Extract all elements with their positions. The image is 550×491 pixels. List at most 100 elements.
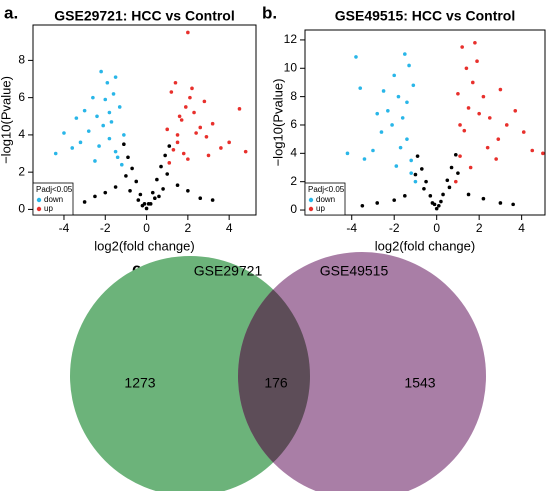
point (494, 157, 498, 161)
x-tick-label: 2 (185, 221, 192, 235)
point (475, 59, 479, 63)
point (126, 155, 130, 160)
overlap (238, 289, 310, 463)
y-tick-label: 4 (290, 146, 297, 160)
legend-title: Padj<0.05 (308, 185, 345, 194)
point (74, 116, 79, 120)
chart-title: GSE29721: HCC vs Control (54, 8, 235, 24)
point (464, 66, 469, 71)
point (441, 192, 445, 197)
point (458, 154, 462, 158)
point (466, 106, 471, 110)
point (487, 116, 492, 120)
point (113, 75, 118, 79)
y-tick-label: 6 (290, 117, 297, 131)
point (150, 190, 155, 195)
point (439, 199, 443, 204)
point (163, 153, 167, 158)
legend-title: Padj<0.05 (36, 185, 73, 194)
point (70, 146, 75, 150)
point (130, 166, 134, 171)
point (107, 110, 112, 115)
point (86, 129, 91, 133)
point (93, 194, 97, 199)
point (111, 92, 116, 96)
point (144, 206, 149, 211)
point (157, 194, 161, 199)
point (198, 125, 203, 130)
y-tick-label: 2 (18, 164, 25, 178)
point (485, 145, 490, 150)
point (53, 151, 58, 156)
point (119, 162, 124, 167)
point (498, 201, 503, 205)
y-tick-label: 8 (18, 53, 25, 67)
set-circle (70, 256, 310, 491)
point (97, 144, 101, 148)
point (409, 171, 413, 175)
legend-marker (308, 206, 314, 212)
y-tick-label: 2 (290, 174, 297, 188)
point (136, 198, 141, 202)
y-tick-label: 8 (290, 89, 297, 103)
point (171, 148, 176, 152)
point (375, 111, 380, 116)
point (117, 105, 122, 109)
point (155, 177, 159, 182)
point (447, 185, 452, 190)
point (477, 111, 481, 116)
point (445, 178, 450, 183)
point (198, 196, 203, 201)
point (167, 161, 172, 165)
point (105, 80, 110, 85)
point (449, 165, 454, 170)
point (413, 179, 418, 184)
x-tick-label: -2 (100, 221, 111, 235)
point (424, 179, 428, 184)
point (165, 127, 170, 132)
point (390, 123, 394, 127)
point (202, 99, 207, 104)
point (511, 202, 515, 207)
point (186, 30, 190, 35)
point (456, 171, 460, 175)
point (173, 80, 178, 85)
y-tick-label: 12 (284, 32, 298, 46)
point (504, 123, 509, 127)
point (381, 89, 386, 93)
point (219, 146, 223, 150)
point (103, 190, 108, 195)
point (93, 159, 97, 163)
legend-label: up (44, 204, 53, 213)
x-tick-label: 4 (518, 221, 525, 235)
legend-marker (36, 206, 42, 212)
point (345, 151, 350, 156)
point (462, 128, 467, 133)
point (496, 137, 501, 141)
point (210, 121, 215, 126)
point (183, 105, 188, 109)
point (78, 140, 83, 145)
point (113, 185, 118, 189)
x-tick-label: -4 (346, 221, 357, 235)
chart-title: GSE49515: HCC vs Control (335, 8, 516, 24)
point (91, 95, 95, 100)
point (466, 192, 471, 197)
point (398, 145, 403, 150)
y-tick-label: 0 (18, 202, 25, 216)
point (392, 73, 397, 78)
point (175, 183, 180, 187)
point (375, 201, 380, 205)
point (167, 144, 172, 148)
point (394, 164, 399, 168)
point (468, 165, 473, 170)
point (473, 40, 477, 45)
point (175, 133, 180, 137)
point (405, 100, 409, 105)
point (115, 155, 120, 160)
x-tick-label: 4 (226, 221, 233, 235)
point (206, 153, 211, 158)
point (169, 90, 174, 94)
point (159, 164, 163, 169)
point (456, 91, 460, 96)
